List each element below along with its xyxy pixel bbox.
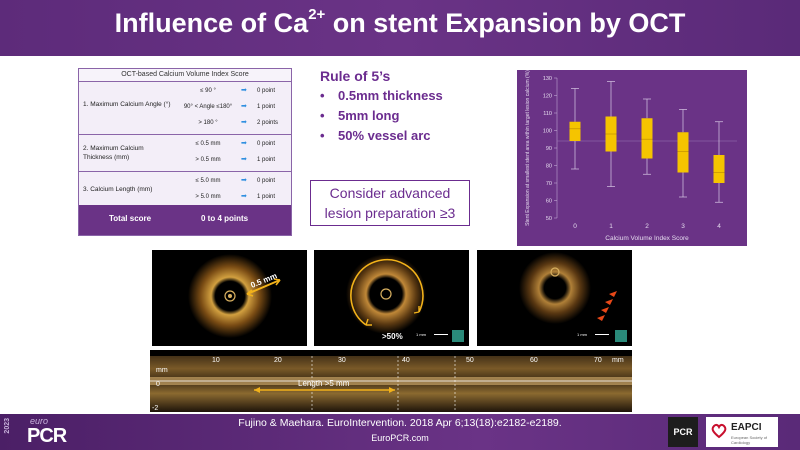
row-line: 90° < Angle ≤180° ➡ 1 point (183, 103, 276, 110)
x-tick-label: 3 (681, 223, 685, 230)
arrow-icon: ➡ (241, 193, 247, 200)
table-total-row: Total score 0 to 4 points (79, 205, 291, 235)
arrow-icon: ➡ (241, 103, 247, 110)
oct-image-arc: 1 mm >50% (314, 250, 469, 346)
arrow-icon: ➡ (241, 87, 247, 94)
arrow-icon: ➡ (241, 119, 247, 126)
rule-of-fives: Rule of 5’s • 0.5mm thickness • 5mm long •… (320, 68, 443, 146)
total-label: Total score (109, 214, 152, 223)
arc-label: >50% (382, 332, 403, 341)
y-tick-label: 50 (546, 216, 552, 222)
y-tick-label: 120 (543, 94, 552, 100)
row-label: 3. Calcium Length (mm) (83, 186, 153, 193)
tick-label: 40 (402, 357, 410, 364)
website-link[interactable]: EuroPCR.com (371, 433, 429, 443)
x-tick-label: 1 (609, 223, 613, 230)
row-line: ≤ 5.0 mm ➡ 0 point (195, 177, 276, 184)
box (641, 118, 653, 159)
length-label: Length >5 mm (298, 379, 350, 388)
oct-longitudinal-view: Length >5 mm 10 20 30 40 50 60 70 mm mm … (150, 350, 632, 412)
tick-label: 10 (212, 357, 220, 364)
rule-title: Rule of 5’s (320, 68, 391, 84)
y-tick-label: 70 (546, 181, 552, 187)
y-tick-label: 90 (546, 146, 552, 152)
row-line: ≤ 90 ° ➡ 0 point (200, 87, 276, 94)
eapci-label: EAPCI (731, 422, 762, 433)
europcr-logo: PCR (27, 425, 67, 447)
axis-unit: mm (156, 367, 168, 374)
table-row-thickness: 2. Maximum Calcium Thickness (mm) ≤ 0.5 … (79, 135, 291, 172)
row-line: ≤ 0.5 mm ➡ 0 point (195, 140, 276, 147)
eapci-badge: EAPCI European Society of Cardiology (706, 417, 778, 447)
oct-image-length: 1 mm (477, 250, 632, 346)
tick-label: 60 (530, 357, 538, 364)
y-tick-label: 130 (543, 76, 552, 82)
y-tick-label: 100 (543, 129, 552, 135)
slide-footer: 2023 euro PCR Fujino & Maehara. EuroInte… (0, 414, 800, 450)
arrow-icon: ➡ (241, 140, 247, 147)
rule-item: • 5mm long (320, 108, 400, 123)
rule-item: • 0.5mm thickness (320, 88, 443, 103)
box (569, 121, 581, 141)
y-tick-label: 60 (546, 199, 552, 205)
stent-expansion-chart: 50 60 70 80 90 100 110 120 130 0 1 2 3 4 Calcium Volum… (517, 70, 747, 246)
row-line: > 0.5 mm ➡ 1 point (195, 156, 276, 163)
tick-label: 20 (274, 357, 282, 364)
longitudinal-graphic: Length >5 mm 10 20 30 40 50 60 70 mm mm … (150, 350, 632, 412)
axis-neg: -2 (152, 405, 158, 412)
tick-label: 30 (338, 357, 346, 364)
arrow-icon: ➡ (241, 156, 247, 163)
scale-label: 1 mm (577, 332, 588, 337)
x-tick-label: 2 (645, 223, 649, 230)
box (677, 132, 689, 173)
x-axis-label: Calcium Volume Index Score (605, 235, 689, 242)
y-tick-label: 110 (543, 111, 552, 117)
oct-length-graphic: 1 mm (519, 252, 627, 342)
pcr-badge: PCR (668, 417, 698, 447)
y-axis-label: Stent Expansion at smallest stent area w… (525, 70, 531, 226)
x-tick-label: 4 (717, 223, 721, 230)
calcium-score-table: OCT-based Calcium Volume Index Score 1. … (78, 68, 292, 236)
tick-unit: mm (612, 357, 624, 364)
slide-header: Influence of Ca2+ on stent Expansion by … (0, 0, 800, 56)
oct-image-thickness: 0.5 mm (152, 250, 307, 346)
row-line: > 5.0 mm ➡ 1 point (195, 193, 276, 200)
box-plot: 50 60 70 80 90 100 110 120 130 0 1 2 3 4 Calcium Volum… (525, 70, 737, 242)
rule-item: • 50% vessel arc (320, 128, 431, 143)
table-heading: OCT-based Calcium Volume Index Score (79, 69, 291, 82)
row-label: 1. Maximum Calcium Angle (°) (83, 101, 171, 108)
row-line: > 180 ° ➡ 2 points (198, 119, 279, 126)
logo-euro: euro (30, 416, 49, 426)
axis-zero: 0 (156, 381, 160, 388)
scale-label: 1 mm (416, 332, 427, 337)
arrow-icon: ➡ (241, 177, 247, 184)
tick-label: 70 (594, 357, 602, 364)
eapci-sublabel: European Society of Cardiology (731, 435, 768, 445)
citation-text: Fujino & Maehara. EuroIntervention. 2018… (238, 417, 562, 429)
row-label: 2. Maximum Calcium Thickness (mm) (83, 145, 144, 161)
tick-label: 50 (466, 357, 474, 364)
table-row-length: 3. Calcium Length (mm) ≤ 5.0 mm ➡ 0 point … (79, 172, 291, 207)
slide-title: Influence of Ca2+ on stent Expansion by … (114, 6, 686, 38)
oct-arc-graphic: 1 mm >50% (346, 254, 464, 342)
y-tick-label: 80 (546, 164, 552, 170)
heart-icon (711, 423, 727, 439)
advanced-prep-callout: Consider advanced lesion preparation ≥3 (310, 180, 470, 226)
box (713, 155, 725, 183)
table-row-angle: 1. Maximum Calcium Angle (°) ≤ 90 ° ➡ 0 po… (79, 82, 291, 135)
x-tick-label: 0 (573, 223, 577, 230)
oct-thickness-graphic: 0.5 mm (188, 254, 281, 338)
total-value: 0 to 4 points (201, 214, 249, 223)
